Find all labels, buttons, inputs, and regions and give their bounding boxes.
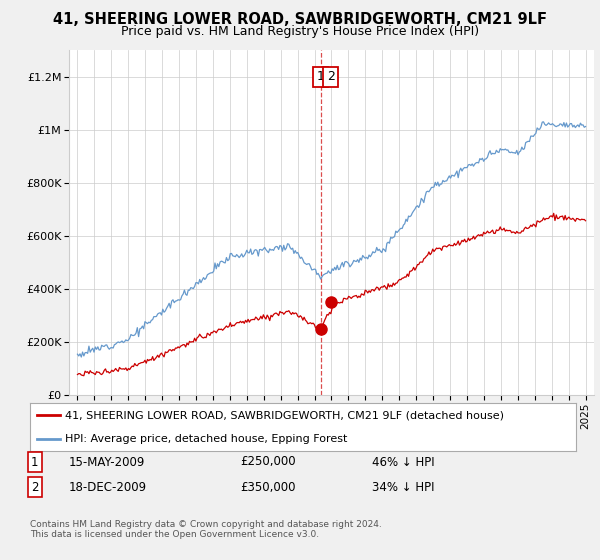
Text: 41, SHEERING LOWER ROAD, SAWBRIDGEWORTH, CM21 9LF (detached house): 41, SHEERING LOWER ROAD, SAWBRIDGEWORTH,…	[65, 410, 505, 420]
Text: 2: 2	[31, 480, 38, 494]
Text: £350,000: £350,000	[240, 480, 296, 494]
Text: HPI: Average price, detached house, Epping Forest: HPI: Average price, detached house, Eppi…	[65, 434, 348, 444]
Text: Price paid vs. HM Land Registry's House Price Index (HPI): Price paid vs. HM Land Registry's House …	[121, 25, 479, 38]
Text: 41, SHEERING LOWER ROAD, SAWBRIDGEWORTH, CM21 9LF: 41, SHEERING LOWER ROAD, SAWBRIDGEWORTH,…	[53, 12, 547, 27]
Text: £250,000: £250,000	[240, 455, 296, 469]
Text: 46% ↓ HPI: 46% ↓ HPI	[372, 455, 434, 469]
Text: 1: 1	[31, 455, 38, 469]
Text: Contains HM Land Registry data © Crown copyright and database right 2024.
This d: Contains HM Land Registry data © Crown c…	[30, 520, 382, 539]
Text: 34% ↓ HPI: 34% ↓ HPI	[372, 480, 434, 494]
Text: 2: 2	[327, 71, 335, 83]
Text: 1: 1	[317, 71, 325, 83]
Text: 18-DEC-2009: 18-DEC-2009	[69, 480, 147, 494]
Text: 15-MAY-2009: 15-MAY-2009	[69, 455, 145, 469]
